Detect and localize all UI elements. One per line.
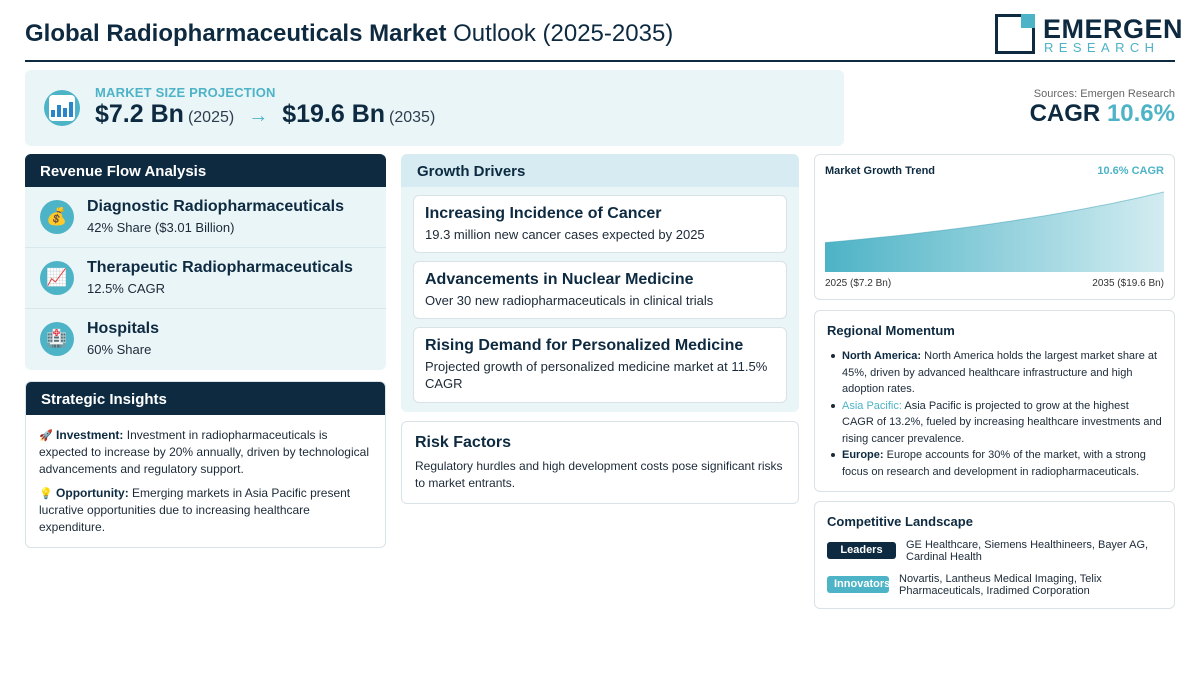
region-name: Europe:	[842, 449, 884, 461]
strategic-insights-title: Strategic Insights	[26, 382, 385, 415]
revenue-item-name: Therapeutic Radiopharmaceuticals	[87, 259, 353, 276]
opportunity-label: Opportunity:	[56, 486, 129, 500]
strategic-insights-card: Strategic Insights 🚀 Investment: Investm…	[25, 381, 386, 548]
trend-cagr: 10.6% CAGR	[1097, 165, 1164, 177]
trend-chart-icon: 📈	[40, 261, 74, 295]
projection-label: MARKET SIZE PROJECTION	[95, 85, 276, 100]
innovators-badge: Innovators	[827, 576, 890, 593]
bar-chart-icon	[44, 90, 80, 126]
driver-desc: Over 30 new radiopharmaceuticals in clin…	[425, 293, 714, 308]
revenue-item: 🏥 Hospitals 60% Share	[25, 309, 386, 370]
title-bold: Global Radiopharmaceuticals Market	[25, 20, 447, 47]
region-text: Europe accounts for 30% of the market, w…	[842, 449, 1146, 478]
cagr-summary: CAGR 10.6%	[1030, 100, 1175, 128]
growth-line	[825, 191, 1164, 244]
page-header: Global Radiopharmaceuticals Market Outlo…	[25, 14, 1183, 62]
logo-name: EMERGEN	[1043, 14, 1184, 44]
revenue-item-detail: 60% Share	[87, 342, 152, 357]
innovators-row: Innovators Novartis, Lantheus Medical Im…	[827, 573, 1162, 599]
driver-item: Increasing Incidence of Cancer 19.3 mill…	[413, 195, 787, 253]
emergen-logo: EMERGEN RESEARCH	[995, 14, 1183, 56]
revenue-item-detail: 12.5% CAGR	[87, 281, 166, 296]
region-text: North America holds the largest market s…	[842, 350, 1158, 395]
driver-item: Advancements in Nuclear Medicine Over 30…	[413, 261, 787, 319]
regional-momentum-card: Regional Momentum North America: North A…	[814, 310, 1175, 492]
arrow-right-icon: →	[248, 105, 269, 127]
market-size-projection: MARKET SIZE PROJECTION $7.2 Bn (2025) → $19…	[25, 70, 844, 146]
start-year: (2025)	[187, 109, 235, 126]
competitive-title: Competitive Landscape	[827, 514, 973, 529]
leaders-badge: Leaders	[827, 542, 896, 559]
growth-drivers-title: Growth Drivers	[401, 154, 799, 187]
projection-values: $7.2 Bn (2025) → $19.6 Bn (2035)	[95, 100, 435, 129]
region-item: Europe: Europe accounts for 30% of the m…	[827, 447, 1162, 480]
risk-factors-title: Risk Factors	[415, 434, 512, 451]
page-title: Global Radiopharmaceuticals Market Outlo…	[25, 20, 673, 48]
leaders-names: GE Healthcare, Siemens Healthineers, Bay…	[906, 539, 1149, 563]
region-name: North America:	[842, 350, 922, 362]
region-name: Asia Pacific:	[842, 399, 902, 412]
logo-mark-icon	[995, 14, 1035, 54]
revenue-flow-title: Revenue Flow Analysis	[25, 154, 386, 187]
end-value: $19.6 Bn	[282, 100, 386, 128]
title-rest: Outlook (2025-2035)	[453, 20, 674, 47]
cagr-label: CAGR	[1029, 100, 1101, 127]
investment-text: Investment in radiopharmaceuticals is ex…	[39, 428, 369, 476]
investment-label: Investment:	[56, 428, 124, 442]
revenue-item-detail: 42% Share ($3.01 Billion)	[87, 220, 235, 235]
innovators-names: Novartis, Lantheus Medical Imaging, Teli…	[899, 573, 1102, 597]
revenue-item-name: Hospitals	[87, 320, 160, 337]
revenue-item: 📈 Therapeutic Radiopharmaceuticals 12.5%…	[25, 248, 386, 309]
trend-start-label: 2025 ($7.2 Bn)	[825, 278, 892, 289]
start-value: $7.2 Bn	[95, 100, 184, 128]
revenue-item-name: Diagnostic Radiopharmaceuticals	[87, 198, 344, 215]
revenue-item: 💰 Diagnostic Radiopharmaceuticals 42% Sh…	[25, 187, 386, 248]
driver-title: Advancements in Nuclear Medicine	[425, 271, 694, 288]
growth-drivers-card: Growth Drivers Increasing Incidence of C…	[401, 154, 799, 412]
cagr-value: 10.6%	[1106, 100, 1175, 127]
opportunity-insight: 💡 Opportunity: Emerging markets in Asia …	[39, 485, 372, 536]
driver-item: Rising Demand for Personalized Medicine …	[413, 327, 787, 403]
growth-area-chart	[825, 191, 1164, 272]
opportunity-text: Emerging markets in Asia Pacific present…	[39, 486, 351, 534]
trend-end-label: 2035 ($19.6 Bn)	[1092, 278, 1164, 289]
regional-title: Regional Momentum	[827, 323, 955, 338]
money-bag-icon: 💰	[40, 200, 74, 234]
end-year: (2035)	[389, 109, 436, 126]
region-item: North America: North America holds the l…	[827, 348, 1162, 398]
driver-desc: Projected growth of personalized medicin…	[425, 359, 768, 391]
driver-title: Rising Demand for Personalized Medicine	[425, 337, 744, 354]
rocket-icon: 🚀	[39, 429, 53, 442]
revenue-flow-card: Revenue Flow Analysis 💰 Diagnostic Radio…	[25, 154, 386, 370]
risk-factors-card: Risk Factors Regulatory hurdles and high…	[401, 421, 799, 504]
risk-factors-desc: Regulatory hurdles and high development …	[415, 459, 783, 490]
hospital-icon: 🏥	[40, 322, 74, 356]
market-growth-trend-card: Market Growth Trend 10.6% CAGR 2025 ($7.…	[814, 154, 1175, 300]
driver-title: Increasing Incidence of Cancer	[425, 205, 662, 222]
competitive-landscape-card: Competitive Landscape Leaders GE Healthc…	[814, 501, 1175, 609]
growth-area	[825, 192, 1164, 272]
lightbulb-icon: 💡	[39, 487, 53, 500]
region-item: Asia Pacific: Asia Pacific is projected …	[827, 398, 1162, 448]
driver-desc: 19.3 million new cancer cases expected b…	[425, 227, 705, 242]
sources-text: Sources: Emergen Research	[1033, 88, 1175, 100]
investment-insight: 🚀 Investment: Investment in radiopharmac…	[39, 427, 372, 478]
region-text: Asia Pacific is projected to grow at the…	[842, 399, 1162, 445]
logo-subtitle: RESEARCH	[1044, 40, 1160, 55]
trend-title: Market Growth Trend	[825, 165, 936, 177]
leaders-row: Leaders GE Healthcare, Siemens Healthine…	[827, 539, 1162, 565]
